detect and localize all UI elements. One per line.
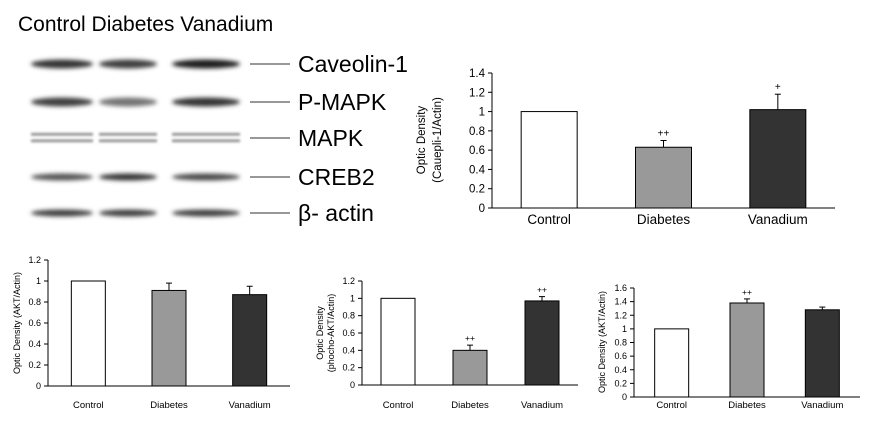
bar-chart-1: 0 0.2 0.4 0.6 0.8 1 1.2 1.4 Control ++ Diabetes + Va…	[416, 68, 835, 227]
category-label: Diabetes	[451, 400, 489, 411]
y-tick-label: 0.8	[342, 311, 355, 321]
y-tick-label: 0.6	[614, 351, 627, 361]
blot-band	[172, 97, 240, 107]
y-tick-label: 1	[479, 107, 485, 119]
bar	[749, 109, 807, 209]
bar	[452, 349, 488, 386]
significance-marker: ++	[465, 333, 475, 343]
y-tick-label: 0	[622, 392, 627, 402]
blot-band	[31, 139, 93, 143]
y-tick-label: 0.8	[469, 126, 485, 138]
y-tick-label: 1.2	[469, 87, 485, 99]
bar	[151, 289, 187, 387]
y-axis-label: Optic Density (AKT/Actin)	[12, 272, 22, 374]
bar	[804, 309, 840, 398]
y-tick-label: 1.6	[614, 283, 627, 293]
category-label: Diabetes	[637, 212, 691, 227]
bar-chart-4: 0 0.2 0.4 0.6 0.8 1 1.2 1.4 1.6 Control ++ Diabetes…	[597, 283, 860, 411]
bar-charts: 0 0.2 0.4 0.6 0.8 1 1.2 1.4 Control ++ Diabetes + Va…	[12, 68, 860, 411]
blot-band	[31, 133, 93, 136]
y-tick-label: 0.2	[614, 378, 627, 388]
y-tick-label: 0.8	[28, 297, 41, 307]
y-tick-label: 1.2	[28, 255, 41, 265]
band-label: MAPK	[298, 125, 364, 151]
significance-marker: +	[775, 82, 781, 93]
y-tick-label: 1	[350, 293, 355, 303]
y-axis-label: Optic Density	[315, 306, 325, 360]
blot-band	[31, 59, 93, 69]
y-tick-label: 0	[479, 203, 485, 215]
blot-band	[31, 173, 93, 181]
y-tick-label: 0.4	[614, 365, 627, 375]
category-label: Diabetes	[150, 400, 188, 411]
y-tick-label: 1.2	[614, 310, 627, 320]
y-tick-label: 1.4	[469, 68, 486, 80]
band-label: β- actin	[298, 200, 374, 226]
y-tick-label: 0.6	[28, 318, 41, 328]
y-axis-label: (Cauepli-1/Actin)	[432, 97, 444, 183]
blot-band	[172, 173, 240, 181]
y-tick-label: 0.4	[342, 345, 355, 355]
y-tick-label: 0.4	[28, 339, 41, 349]
y-axis-label: Optic Density	[416, 106, 428, 175]
band-label: P-MAPK	[298, 89, 387, 115]
y-tick-label: 0.6	[469, 145, 485, 157]
blot-band	[99, 133, 157, 136]
significance-marker: ++	[658, 129, 670, 140]
category-label: Control	[656, 400, 687, 411]
category-label: Vanadium	[748, 212, 808, 227]
lanes-header: Control Diabetes Vanadium	[18, 13, 273, 36]
category-label: Control	[527, 212, 571, 227]
blot-band	[99, 139, 157, 143]
bar	[520, 111, 578, 209]
bar	[70, 280, 106, 387]
band-label: CREB2	[298, 164, 375, 190]
significance-marker: ++	[537, 285, 547, 295]
y-tick-label: 1.4	[614, 297, 627, 307]
bar	[654, 328, 690, 398]
significance-marker: ++	[742, 287, 752, 297]
category-label: Control	[383, 400, 414, 411]
blot-band	[99, 173, 157, 181]
bar	[232, 294, 268, 387]
y-tick-label: 0.2	[28, 360, 41, 370]
blot-band	[172, 209, 240, 217]
category-label: Control	[73, 400, 104, 411]
band-label: Caveolin-1	[298, 51, 408, 77]
bar-chart-2: 0 0.2 0.4 0.6 0.8 1 1.2 Control Diabetes Vanadium…	[12, 255, 290, 411]
y-tick-label: 1.2	[342, 276, 355, 286]
y-tick-label: 0.6	[342, 328, 355, 338]
blot-band	[99, 97, 157, 107]
y-tick-label: 0.8	[614, 338, 627, 348]
y-tick-label: 0	[36, 381, 41, 391]
bar	[524, 300, 560, 386]
category-label: Vanadium	[229, 400, 271, 411]
bar	[729, 302, 765, 398]
category-label: Vanadium	[521, 400, 563, 411]
blot-band	[172, 59, 240, 69]
blot-band	[172, 133, 240, 136]
blot-band	[99, 59, 157, 69]
blot-band	[31, 97, 93, 107]
blot-band	[99, 209, 157, 217]
blot-band	[31, 209, 93, 217]
category-label: Diabetes	[728, 400, 766, 411]
category-label: Vanadium	[801, 400, 843, 411]
y-tick-label: 1	[36, 276, 41, 286]
blot-band	[172, 139, 240, 143]
y-axis-label: (phocho-AKT/Actin)	[326, 294, 336, 373]
y-tick-label: 0.4	[469, 164, 486, 176]
bar	[380, 297, 416, 386]
y-tick-label: 0.2	[469, 184, 485, 196]
y-tick-label: 0	[350, 380, 355, 390]
y-tick-label: 1	[622, 324, 627, 334]
bar	[635, 146, 692, 209]
bar-chart-3: 0 0.2 0.4 0.6 0.8 1 1.2 Control ++ Diabetes ++ Vana…	[315, 276, 578, 411]
y-axis-label: Optic Density (AKT/Actin)	[597, 291, 607, 393]
y-tick-label: 0.2	[342, 363, 355, 373]
western-blot: Caveolin-1 P-MAPK MAPK CREB2 β- actin	[31, 51, 408, 226]
